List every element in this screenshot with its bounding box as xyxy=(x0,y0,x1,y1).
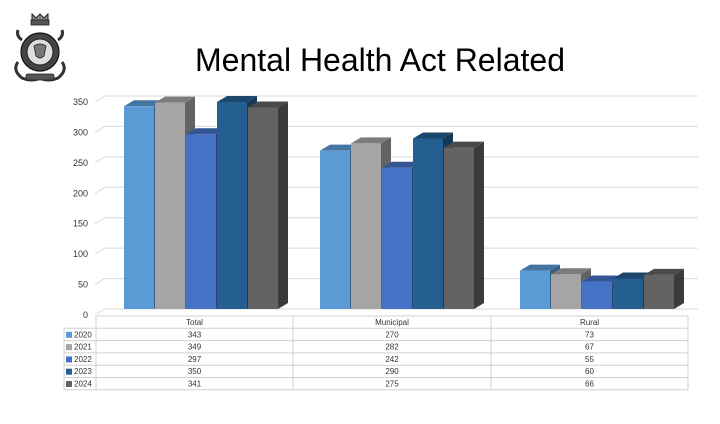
gridline-diag xyxy=(94,278,106,286)
legend-swatch xyxy=(66,381,72,387)
y-tick-label: 100 xyxy=(73,249,88,259)
data-value: 242 xyxy=(385,355,399,364)
gridline-diag xyxy=(94,186,106,194)
data-value: 275 xyxy=(385,380,399,389)
bars xyxy=(124,96,684,309)
data-value: 66 xyxy=(585,380,594,389)
data-value: 60 xyxy=(585,367,594,376)
data-table: Total Municipal Rural 2020 343 270 73 2021 349 28… xyxy=(63,315,689,391)
legend-label: 2023 xyxy=(74,367,92,376)
data-value: 55 xyxy=(585,355,594,364)
y-tick-label: 50 xyxy=(78,280,88,290)
legend-label: 2021 xyxy=(74,343,92,352)
y-axis-ticks: 0 50 100 150 200 250 300 350 xyxy=(73,97,88,320)
bar-2024-rural xyxy=(644,268,684,309)
police-crest-icon xyxy=(14,12,66,82)
y-tick-label: 0 xyxy=(83,310,88,320)
y-tick-label: 250 xyxy=(73,158,88,168)
category-label: Municipal xyxy=(375,318,409,327)
y-tick-label: 200 xyxy=(73,188,88,198)
bar-2024-total xyxy=(248,101,288,309)
legend-label: 2020 xyxy=(74,330,92,339)
gridline-diag xyxy=(94,217,106,225)
legend-swatch xyxy=(66,344,72,351)
data-value: 297 xyxy=(188,355,202,364)
gridline-diag xyxy=(94,125,106,133)
data-value: 282 xyxy=(385,343,399,352)
bar-2024-municipal xyxy=(444,141,484,309)
data-value: 73 xyxy=(585,330,594,339)
legend-swatch xyxy=(66,356,72,363)
gridline-diag xyxy=(94,156,106,164)
legend-swatch xyxy=(66,368,72,375)
legend-label: 2022 xyxy=(74,355,92,364)
data-value: 349 xyxy=(188,343,202,352)
y-tick-label: 350 xyxy=(73,97,88,107)
data-value: 270 xyxy=(385,330,399,339)
gridline-diag xyxy=(94,95,106,103)
gridline-diag xyxy=(94,308,106,316)
legend-label: 2024 xyxy=(74,380,92,389)
data-value: 341 xyxy=(188,380,202,389)
category-label: Rural xyxy=(580,318,599,327)
gridline-diag xyxy=(94,247,106,255)
data-value: 67 xyxy=(585,343,594,352)
data-value: 290 xyxy=(385,367,399,376)
legend-swatch xyxy=(66,331,72,338)
data-value: 350 xyxy=(188,367,202,376)
y-tick-label: 150 xyxy=(73,219,88,229)
category-label: Total xyxy=(186,318,203,327)
chart-title: Mental Health Act Related xyxy=(195,42,565,78)
data-value: 343 xyxy=(188,330,202,339)
y-tick-label: 300 xyxy=(73,127,88,137)
